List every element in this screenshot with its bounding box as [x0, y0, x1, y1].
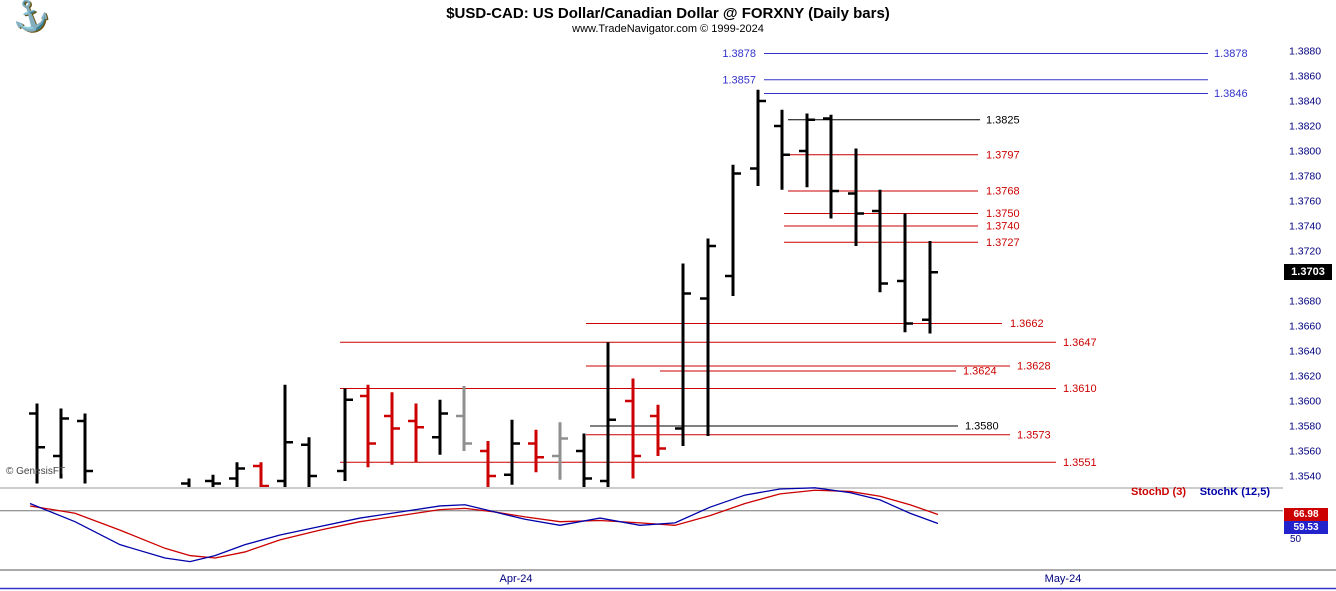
price-level-label: 1.3878 [722, 48, 756, 60]
price-axis-label: 1.3620 [1289, 371, 1321, 383]
ohlc-bar[interactable] [750, 89, 766, 186]
ohlc-bar[interactable] [480, 441, 496, 489]
ohlc-bar[interactable] [650, 404, 666, 456]
chart-title: $USD-CAD: US Dollar/Canadian Dollar @ FO… [446, 5, 890, 22]
ohlc-bar[interactable] [77, 413, 93, 484]
ohlc-bar[interactable] [181, 478, 197, 493]
ohlc-bar[interactable] [552, 422, 568, 480]
price-level-label: 1.3825 [986, 114, 1020, 126]
price-axis-label: 1.3640 [1289, 346, 1321, 358]
ohlc-bars-layer[interactable] [29, 89, 938, 494]
stoch-curve-d [29, 489, 939, 559]
ohlc-bar[interactable] [675, 263, 691, 447]
ohlc-bar[interactable] [29, 403, 45, 484]
stoch-curve-k [29, 487, 939, 563]
ohlc-bar[interactable] [277, 384, 293, 490]
price-axis-label: 1.3580 [1289, 421, 1321, 433]
price-axis-label: 1.3540 [1289, 471, 1321, 483]
price-level-label: 1.3878 [1214, 48, 1248, 60]
price-axis-label: 1.3720 [1289, 246, 1321, 258]
price-axis[interactable]: 1.3880 1.3860 1.3840 1.3820 1.3800 1.3780 1.37… [1289, 46, 1321, 483]
price-level-label: 1.3624 [963, 366, 997, 378]
ohlc-bar[interactable] [897, 213, 913, 333]
ohlc-bar[interactable] [456, 386, 472, 451]
ohlc-bar[interactable] [528, 429, 544, 473]
price-level-label: 1.3740 [986, 221, 1020, 233]
price-axis-label: 1.3760 [1289, 196, 1321, 208]
chart-header: $USD-CAD: US Dollar/Canadian Dollar @ FO… [0, 0, 1336, 35]
price-axis-label: 1.3860 [1289, 71, 1321, 83]
price-axis-label: 1.3680 [1289, 296, 1321, 308]
price-level-label: 1.3797 [986, 149, 1020, 161]
time-axis-label: Apr-24 [499, 573, 532, 585]
stoch-d-label[interactable]: StochD (3) [1131, 486, 1186, 498]
ohlc-bar[interactable] [229, 462, 245, 490]
price-axis-label: 1.3780 [1289, 171, 1321, 183]
website-credit: www.TradeNavigator.com © 1999-2024 [572, 23, 764, 35]
ohlc-bar[interactable] [53, 408, 69, 479]
price-level-label: 1.3551 [1063, 457, 1097, 469]
price-axis-label: 1.3560 [1289, 446, 1321, 458]
price-axis-label: 1.3660 [1289, 321, 1321, 333]
ohlc-bar[interactable] [872, 189, 888, 293]
price-level-label: 1.3628 [1017, 361, 1051, 373]
stoch-k-label[interactable]: StochK (12,5) [1199, 486, 1270, 498]
price-level-label: 1.3857 [722, 74, 756, 86]
ohlc-bar[interactable] [253, 462, 269, 493]
price-axis-label: 1.3800 [1289, 146, 1321, 158]
time-axis-label: May-24 [1045, 573, 1082, 585]
ohlc-bar[interactable] [408, 403, 424, 463]
ohlc-bar[interactable] [432, 399, 448, 455]
ohlc-bar[interactable] [922, 241, 938, 334]
price-axis-label: 1.3880 [1289, 46, 1321, 58]
price-axis-label: 1.3740 [1289, 221, 1321, 233]
ohlc-bar[interactable] [774, 109, 790, 190]
ohlc-bar[interactable] [360, 384, 376, 468]
stoch-d-value-badge: 66.98 [1284, 508, 1328, 521]
ohlc-bar[interactable] [384, 392, 400, 465]
stoch-k-value-badge: 59.53 [1284, 521, 1328, 534]
price-level-label: 1.3573 [1017, 429, 1051, 441]
price-level-label: 1.3750 [986, 208, 1020, 220]
price-level-label: 1.3647 [1063, 337, 1097, 349]
price-level-label: 1.3846 [1214, 88, 1248, 100]
ohlc-bar[interactable] [301, 437, 317, 488]
ohlc-bar[interactable] [799, 113, 815, 188]
price-level-label: 1.3662 [1010, 318, 1044, 330]
price-axis-label: 1.3600 [1289, 396, 1321, 408]
ohlc-bar[interactable] [848, 148, 864, 247]
ohlc-bar[interactable] [725, 164, 741, 296]
current-price-badge: 1.3703 [1284, 264, 1332, 280]
ohlc-bar[interactable] [823, 114, 839, 219]
ohlc-bar[interactable] [600, 342, 616, 493]
price-level-label: 1.3727 [986, 237, 1020, 249]
price-axis-label: 1.3840 [1289, 96, 1321, 108]
price-level-label: 1.3768 [986, 186, 1020, 198]
ohlc-bar[interactable] [205, 474, 221, 491]
genesis-watermark: © GenesisFT [6, 466, 66, 477]
ohlc-bar[interactable] [504, 419, 520, 485]
price-level-label: 1.3580 [965, 421, 999, 433]
stoch-50-axis-label: 50 [1290, 534, 1302, 545]
ohlc-bar[interactable] [337, 388, 353, 482]
ohlc-bar[interactable] [700, 238, 716, 437]
price-axis-label: 1.3820 [1289, 121, 1321, 133]
ohlc-bar[interactable] [625, 378, 641, 479]
price-level-label: 1.3610 [1063, 383, 1097, 395]
ohlc-bar[interactable] [576, 433, 592, 492]
